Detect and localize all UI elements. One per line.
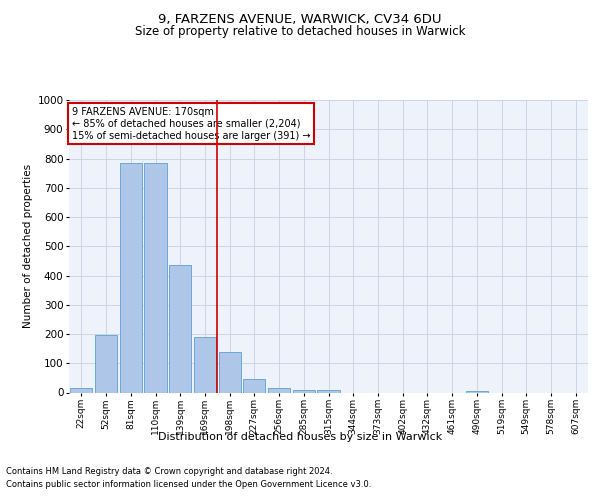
Bar <box>145 164 167 392</box>
Bar <box>293 390 315 392</box>
Text: Contains public sector information licensed under the Open Government Licence v3: Contains public sector information licen… <box>6 480 371 489</box>
Bar <box>466 391 488 392</box>
Text: Contains HM Land Registry data © Crown copyright and database right 2024.: Contains HM Land Registry data © Crown c… <box>6 468 332 476</box>
Bar <box>194 337 216 392</box>
Text: 9 FARZENS AVENUE: 170sqm
← 85% of detached houses are smaller (2,204)
15% of sem: 9 FARZENS AVENUE: 170sqm ← 85% of detach… <box>71 108 310 140</box>
Text: 9, FARZENS AVENUE, WARWICK, CV34 6DU: 9, FARZENS AVENUE, WARWICK, CV34 6DU <box>158 12 442 26</box>
Bar <box>70 388 92 392</box>
Bar <box>169 266 191 392</box>
Bar <box>218 352 241 393</box>
Bar <box>268 388 290 392</box>
Text: Size of property relative to detached houses in Warwick: Size of property relative to detached ho… <box>135 25 465 38</box>
Bar <box>119 164 142 392</box>
Bar <box>95 336 117 392</box>
Bar <box>243 380 265 392</box>
Text: Distribution of detached houses by size in Warwick: Distribution of detached houses by size … <box>158 432 442 442</box>
Y-axis label: Number of detached properties: Number of detached properties <box>23 164 33 328</box>
Bar <box>317 390 340 392</box>
